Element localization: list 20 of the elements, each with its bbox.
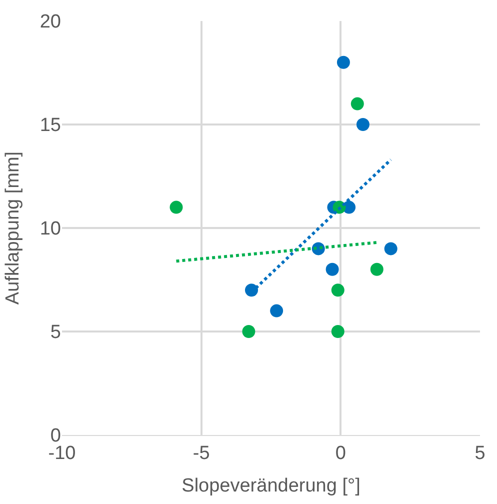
point	[170, 200, 183, 214]
y-axis-title: Aufklappung [mm]	[2, 151, 24, 305]
y-tick-label: 15	[40, 115, 61, 136]
y-tick-label: 5	[50, 322, 61, 344]
x-tick-label: 5	[474, 442, 486, 464]
point	[336, 56, 350, 69]
point	[242, 325, 256, 338]
x-tick-label: -5	[192, 442, 210, 464]
x-tick-label: 0	[335, 442, 346, 464]
point	[331, 325, 344, 338]
point	[356, 118, 370, 131]
x-axis-title: Slopeveränderung [°]	[182, 476, 360, 497]
point	[350, 97, 364, 110]
point	[326, 262, 339, 276]
point	[331, 284, 344, 297]
point	[270, 304, 284, 318]
y-tick-label: 10	[40, 218, 61, 240]
point	[384, 242, 398, 256]
y-tick-label: 20	[40, 12, 61, 33]
point	[370, 262, 384, 276]
